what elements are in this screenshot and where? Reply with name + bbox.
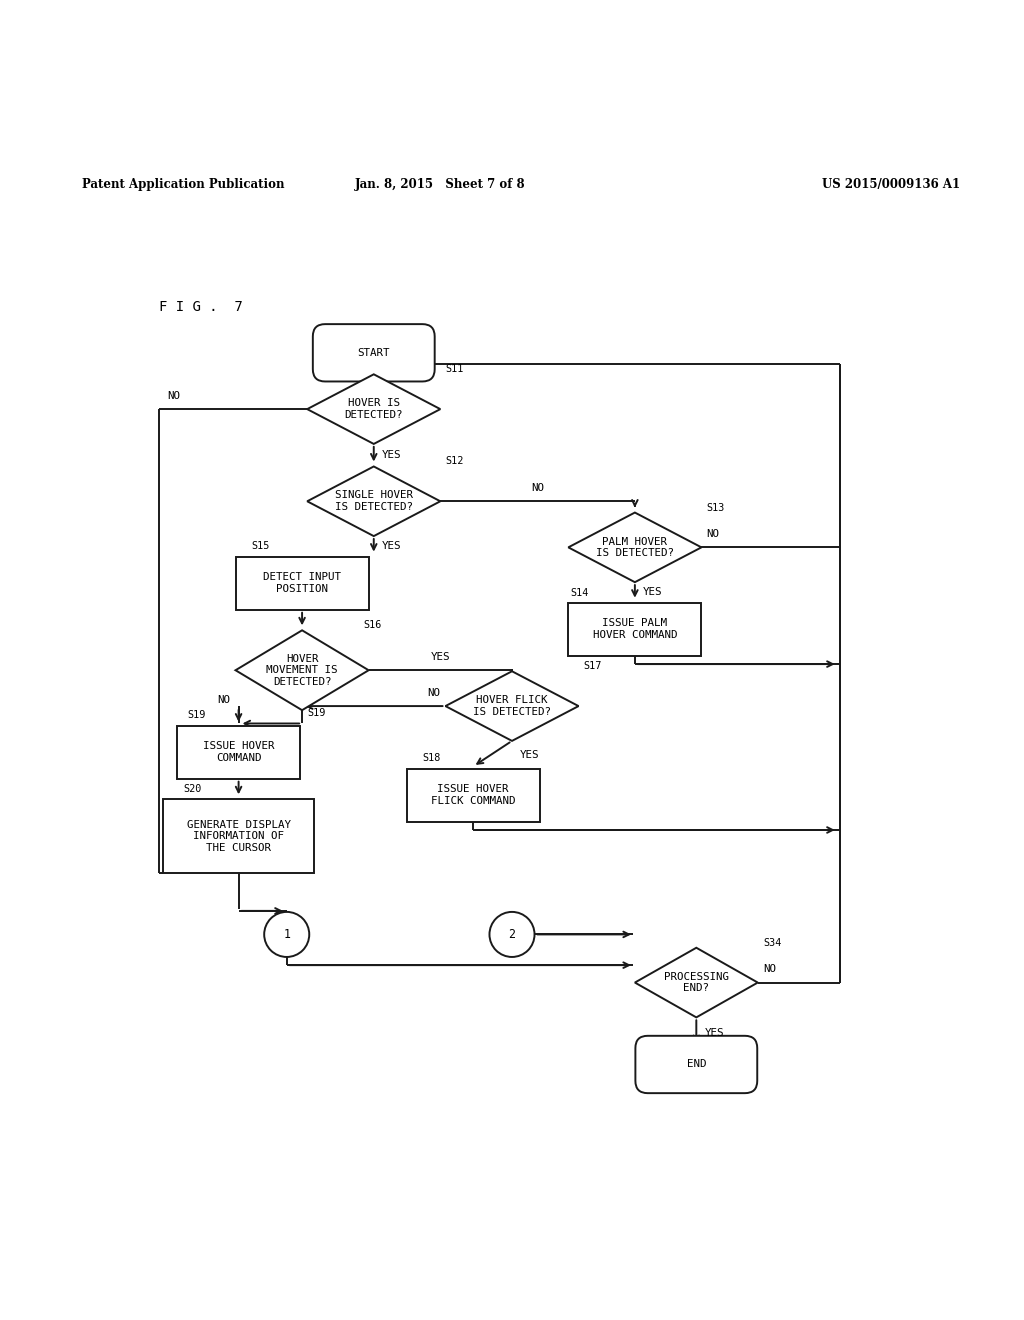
Text: SINGLE HOVER
IS DETECTED?: SINGLE HOVER IS DETECTED?	[335, 491, 413, 512]
Text: S14: S14	[570, 587, 589, 598]
Bar	[568, 603, 701, 656]
Text: HOVER FLICK
IS DETECTED?: HOVER FLICK IS DETECTED?	[473, 696, 551, 717]
Text: START: START	[357, 347, 390, 358]
Text: S15: S15	[251, 541, 269, 552]
Text: DETECT INPUT
POSITION: DETECT INPUT POSITION	[263, 573, 341, 594]
Text: 2: 2	[509, 928, 515, 941]
Polygon shape	[307, 375, 440, 444]
FancyBboxPatch shape	[635, 1036, 758, 1093]
Bar	[163, 800, 314, 873]
Text: S17: S17	[584, 661, 602, 672]
Text: PROCESSING
END?: PROCESSING END?	[664, 972, 729, 994]
Polygon shape	[445, 672, 579, 741]
Text: Patent Application Publication: Patent Application Publication	[82, 178, 285, 191]
Text: ISSUE HOVER
FLICK COMMAND: ISSUE HOVER FLICK COMMAND	[431, 784, 515, 807]
Text: F I G .  7: F I G . 7	[159, 300, 243, 314]
Circle shape	[489, 912, 535, 957]
Text: 1: 1	[284, 928, 290, 941]
Text: YES: YES	[382, 450, 401, 461]
Text: NO: NO	[217, 694, 230, 705]
Text: S11: S11	[445, 364, 464, 375]
Text: S19: S19	[307, 709, 326, 718]
Bar	[177, 726, 300, 779]
Text: S12: S12	[445, 457, 464, 466]
Text: ISSUE HOVER
COMMAND: ISSUE HOVER COMMAND	[203, 742, 274, 763]
Bar	[236, 557, 369, 610]
Text: S19: S19	[187, 710, 206, 721]
Text: YES: YES	[520, 750, 540, 760]
Polygon shape	[635, 948, 758, 1018]
Text: NO: NO	[167, 391, 180, 401]
Text: S20: S20	[183, 784, 202, 795]
Text: Jan. 8, 2015   Sheet 7 of 8: Jan. 8, 2015 Sheet 7 of 8	[355, 178, 525, 191]
Bar	[407, 768, 540, 822]
Text: PALM HOVER
IS DETECTED?: PALM HOVER IS DETECTED?	[596, 536, 674, 558]
Text: NO: NO	[707, 529, 720, 539]
Text: NO: NO	[427, 688, 440, 698]
Text: YES: YES	[705, 1028, 724, 1038]
Polygon shape	[236, 631, 369, 710]
Text: GENERATE DISPLAY
INFORMATION OF
THE CURSOR: GENERATE DISPLAY INFORMATION OF THE CURS…	[186, 820, 291, 853]
Text: S34: S34	[763, 937, 781, 948]
Text: NO: NO	[531, 483, 544, 494]
Text: HOVER IS
DETECTED?: HOVER IS DETECTED?	[344, 399, 403, 420]
Text: S13: S13	[707, 503, 725, 512]
Text: HOVER
MOVEMENT IS
DETECTED?: HOVER MOVEMENT IS DETECTED?	[266, 653, 338, 686]
Text: YES: YES	[430, 652, 451, 663]
Text: S16: S16	[364, 620, 382, 631]
Circle shape	[264, 912, 309, 957]
Polygon shape	[568, 512, 701, 582]
Text: YES: YES	[382, 541, 401, 552]
Text: YES: YES	[643, 587, 663, 598]
Text: US 2015/0009136 A1: US 2015/0009136 A1	[822, 178, 959, 191]
FancyBboxPatch shape	[313, 325, 434, 381]
Text: NO: NO	[763, 965, 776, 974]
Text: ISSUE PALM
HOVER COMMAND: ISSUE PALM HOVER COMMAND	[593, 619, 677, 640]
Text: S18: S18	[422, 754, 440, 763]
Polygon shape	[307, 466, 440, 536]
Text: END: END	[686, 1060, 707, 1069]
